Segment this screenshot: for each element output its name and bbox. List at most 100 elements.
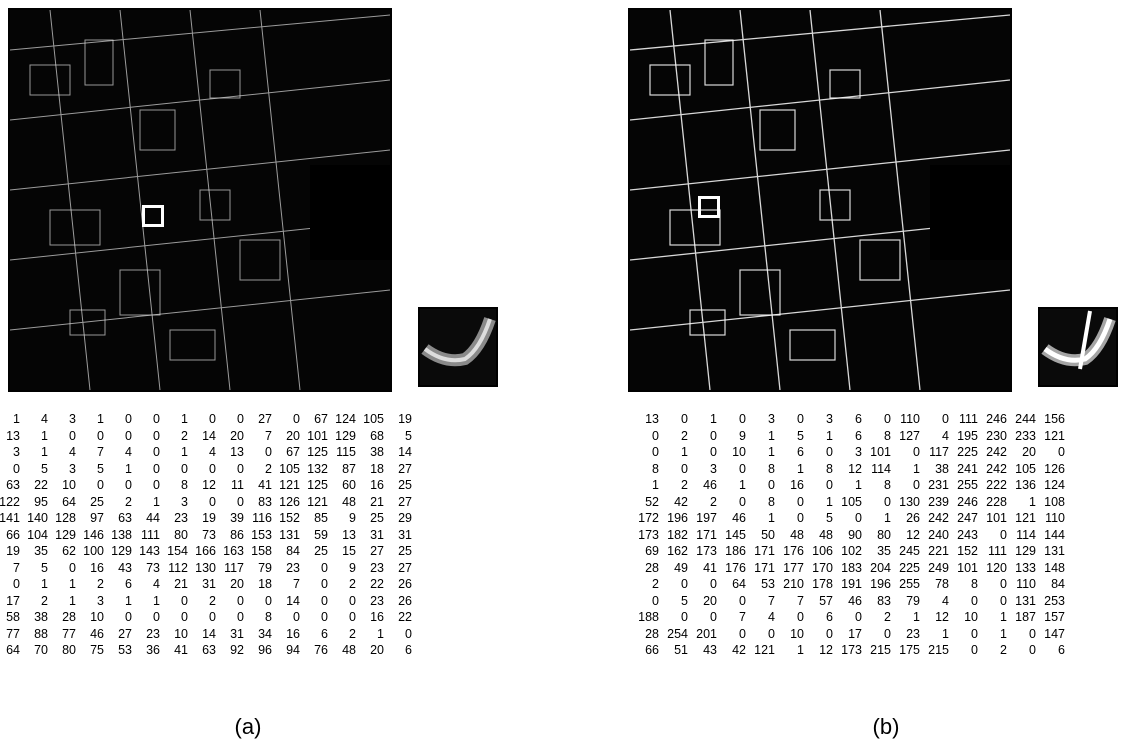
matrix-cell: 43 [118, 560, 132, 575]
matrix-cell: 110 [900, 412, 920, 426]
matrix-cell: 2 [125, 494, 132, 509]
matrix-cell: 2 [181, 428, 188, 443]
matrix-cell: 46 [703, 478, 717, 492]
matrix-cell: 173 [841, 643, 862, 657]
matrix-cell: 0 [971, 593, 978, 608]
matrix-cell: 1 [153, 593, 160, 608]
matrix-cell: 22 [34, 478, 48, 492]
matrix-cell: 16 [286, 626, 300, 641]
matrix-cell: 70 [34, 643, 48, 657]
matrix-cell: 95 [34, 494, 48, 509]
matrix-cell: 8 [181, 478, 188, 492]
matrix-cell: 173 [638, 527, 659, 542]
matrix-cell: 0 [69, 428, 76, 443]
matrix-row: 0 5 3 5 1 0 0 0 0 2 105 132 87 18 27 [0, 461, 412, 478]
matrix-cell: 20 [1022, 445, 1036, 459]
matrix-cell: 2 [209, 593, 216, 608]
matrix-cell: 17 [848, 626, 862, 641]
matrix-row: 8 0 3 0 8 1 8 12 114 1 38 241 242 105 126 [630, 461, 1065, 478]
zoom-inset-a [418, 307, 498, 387]
matrix-cell: 172 [638, 511, 659, 525]
matrix-cell: 5 [41, 560, 48, 575]
matrix-cell: 0 [826, 478, 833, 492]
matrix-cell: 182 [667, 527, 688, 542]
pixel-value-matrix-a: 1 4 3 1 0 0 1 0 0 27 0 67 124 105 19 13 1 0 0 0 0 2 14 20 7 20 101… [0, 411, 412, 659]
matrix-cell: 96 [258, 643, 272, 657]
matrix-cell: 23 [286, 560, 300, 575]
matrix-row: 172 196 197 46 1 0 5 0 1 26 242 247 101 121 110 [630, 510, 1065, 527]
matrix-cell: 4 [41, 412, 48, 426]
matrix-cell: 2 [681, 428, 688, 443]
matrix-cell: 0 [97, 428, 104, 443]
matrix-cell: 125 [307, 445, 328, 459]
matrix-cell: 1 [97, 412, 104, 426]
matrix-cell: 18 [258, 577, 272, 591]
matrix-cell: 1 [181, 412, 188, 426]
matrix-cell: 0 [405, 626, 412, 641]
matrix-cell: 1 [153, 494, 160, 509]
matrix-row: 122 95 64 25 2 1 3 0 0 83 126 121 48 21 27 [0, 494, 412, 511]
matrix-cell: 0 [739, 626, 746, 641]
matrix-cell: 12 [906, 527, 920, 542]
matrix-cell: 64 [732, 577, 746, 591]
matrix-cell: 75 [90, 643, 104, 657]
matrix-cell: 7 [768, 593, 775, 608]
pixel-value-matrix-b: 13 0 1 0 3 0 3 6 0 110 0 111 246 244 156 0 2 0 9 1 5 1 6 8 127 4 1… [630, 411, 1065, 659]
matrix-cell: 9 [349, 560, 356, 575]
matrix-cell: 1 [69, 593, 76, 608]
matrix-cell: 0 [1000, 577, 1007, 591]
matrix-cell: 10 [964, 610, 978, 624]
matrix-cell: 25 [90, 494, 104, 509]
matrix-cell: 153 [251, 527, 272, 542]
matrix-cell: 0 [913, 478, 920, 492]
matrix-cell: 141 [0, 511, 20, 525]
matrix-cell: 35 [877, 544, 891, 558]
matrix-cell: 117 [929, 445, 949, 459]
matrix-cell: 0 [855, 610, 862, 624]
matrix-cell: 2 [97, 577, 104, 591]
matrix-cell: 144 [1044, 527, 1065, 542]
matrix-cell: 121 [279, 478, 300, 492]
matrix-cell: 105 [363, 412, 384, 426]
matrix-cell: 129 [55, 527, 76, 542]
matrix-cell: 23 [906, 626, 920, 641]
matrix-cell: 3 [69, 412, 76, 426]
matrix-cell: 0 [97, 478, 104, 492]
matrix-cell: 19 [202, 511, 216, 525]
matrix-cell: 28 [62, 610, 76, 624]
matrix-cell: 0 [652, 428, 659, 443]
matrix-cell: 111 [958, 412, 978, 426]
matrix-cell: 204 [870, 560, 891, 575]
matrix-cell: 90 [848, 527, 862, 542]
matrix-cell: 246 [986, 412, 1007, 426]
matrix-cell: 79 [258, 560, 272, 575]
matrix-row: 63 22 10 0 0 0 8 12 11 41 121 125 60 16 25 [0, 477, 412, 494]
matrix-cell: 163 [223, 544, 244, 558]
matrix-cell: 10 [732, 445, 746, 459]
matrix-cell: 0 [153, 461, 160, 476]
matrix-cell: 41 [258, 478, 272, 492]
matrix-cell: 1 [826, 428, 833, 443]
matrix-cell: 221 [928, 544, 949, 558]
matrix-cell: 130 [899, 494, 920, 509]
matrix-cell: 112 [168, 560, 188, 575]
matrix-cell: 127 [899, 428, 920, 443]
matrix-cell: 7 [265, 428, 272, 443]
matrix-cell: 0 [125, 610, 132, 624]
matrix-cell: 12 [202, 478, 216, 492]
matrix-cell: 0 [971, 626, 978, 641]
matrix-cell: 16 [790, 478, 804, 492]
matrix-cell: 0 [209, 461, 216, 476]
matrix-cell: 4 [942, 428, 949, 443]
matrix-cell: 162 [667, 544, 688, 558]
matrix-cell: 2 [349, 577, 356, 591]
matrix-cell: 23 [370, 593, 384, 608]
matrix-cell: 131 [279, 527, 300, 542]
matrix-cell: 19 [6, 544, 20, 558]
matrix-cell: 0 [153, 412, 160, 426]
matrix-cell: 16 [370, 478, 384, 492]
roi-marker [698, 196, 720, 218]
matrix-cell: 73 [146, 560, 160, 575]
matrix-cell: 3 [710, 461, 717, 476]
matrix-cell: 1 [652, 478, 659, 492]
